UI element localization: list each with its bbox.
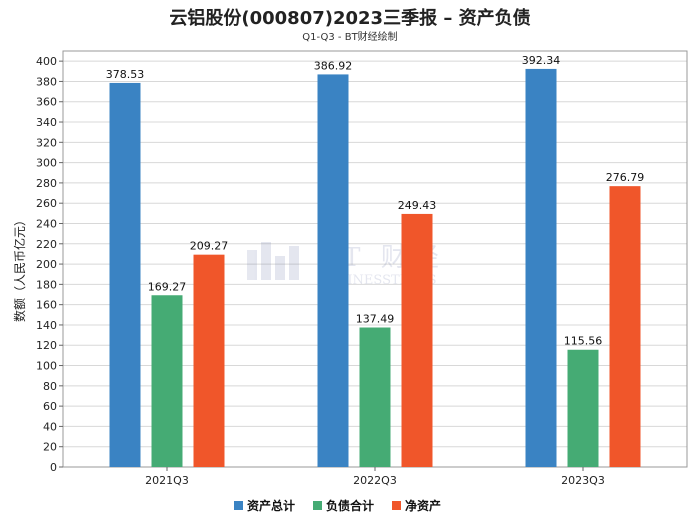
bar-value-label: 169.27: [148, 280, 187, 293]
legend: 资产总计 负债合计 净资产: [234, 498, 441, 513]
legend-label: 负债合计: [326, 498, 374, 513]
watermark-logo-bar: [275, 256, 285, 280]
x-tick-label: 2021Q3: [145, 474, 189, 487]
bar-value-label: 209.27: [190, 240, 229, 253]
legend-swatch: [313, 501, 322, 510]
y-tick-label: 320: [36, 136, 57, 149]
bar-value-label: 115.56: [564, 335, 603, 348]
legend-label: 净资产: [405, 498, 441, 513]
bar: [609, 186, 641, 467]
watermark-logo-bar: [247, 250, 257, 280]
bar: [109, 82, 141, 467]
y-tick-label: 160: [36, 299, 57, 312]
legend-swatch: [234, 501, 243, 510]
bar-value-label: 276.79: [606, 171, 645, 184]
y-tick-label: 340: [36, 116, 57, 129]
bar-value-label: 249.43: [398, 199, 437, 212]
y-tick-label: 300: [36, 157, 57, 170]
legend-swatch: [392, 501, 401, 510]
bar-value-label: 392.34: [522, 54, 561, 67]
y-tick-label: 380: [36, 75, 57, 88]
bar-value-label: 137.49: [356, 312, 395, 325]
bar: [151, 295, 183, 467]
y-tick-label: 400: [36, 55, 57, 68]
y-tick-label: 360: [36, 96, 57, 109]
y-axis-label: 数额（人民币亿元）: [12, 214, 27, 322]
bar: [359, 327, 391, 467]
bar: [567, 349, 599, 467]
y-tick-label: 140: [36, 319, 57, 332]
y-tick-label: 180: [36, 278, 57, 291]
bar-value-label: 378.53: [106, 68, 145, 81]
y-tick-label: 120: [36, 339, 57, 352]
y-tick-label: 220: [36, 238, 57, 251]
bar: [317, 74, 349, 467]
y-tick-label: 260: [36, 197, 57, 210]
value-labels: 378.53 169.27 209.27 386.92 137.49 249.43 392.…: [106, 54, 645, 348]
y-tick-label: 280: [36, 177, 57, 190]
x-tick-label: 2022Q3: [353, 474, 397, 487]
x-tick-label: 2023Q3: [561, 474, 605, 487]
bars: [109, 68, 641, 467]
y-tick-label: 200: [36, 258, 57, 271]
y-tick-label: 240: [36, 217, 57, 230]
y-tick-label: 60: [43, 400, 57, 413]
y-tick-label: 80: [43, 380, 57, 393]
bar: [401, 213, 433, 467]
chart-title: 云铝股份(000807)2023三季报 – 资产负债: [169, 8, 531, 29]
y-tick-label: 100: [36, 360, 57, 373]
y-tick-label: 0: [50, 461, 57, 474]
y-tick-label: 20: [43, 441, 57, 454]
watermark-logo-bar: [261, 242, 271, 280]
bar: [525, 68, 557, 467]
bar: [193, 254, 225, 467]
bar-value-label: 386.92: [314, 59, 353, 72]
y-tick-label: 40: [43, 420, 57, 433]
watermark-logo-bar: [289, 246, 299, 280]
legend-label: 资产总计: [247, 498, 295, 513]
chart-subtitle: Q1-Q3 - BT财经绘制: [302, 32, 398, 43]
